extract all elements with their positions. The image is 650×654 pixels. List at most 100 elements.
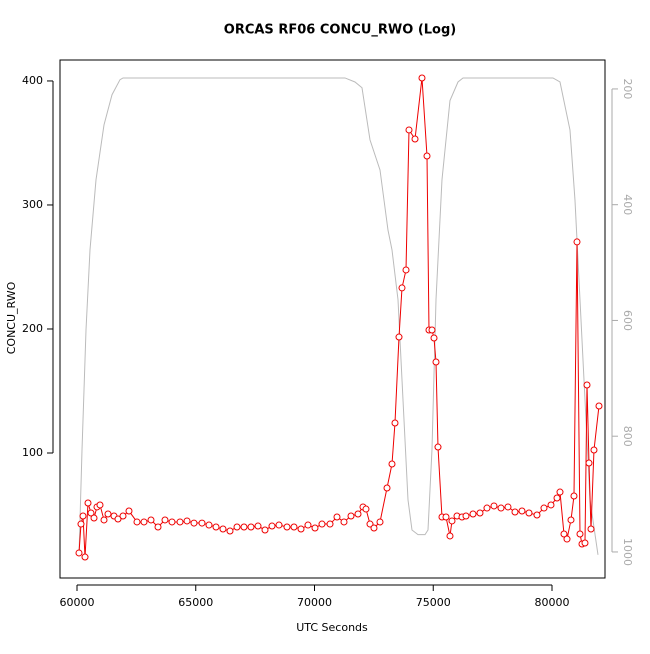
data-point (587, 525, 595, 533)
data-point (556, 488, 564, 496)
data-point (354, 510, 362, 518)
data-point (525, 509, 533, 517)
data-point (391, 419, 399, 427)
data-point (104, 510, 112, 518)
data-point (81, 553, 89, 561)
data-point (96, 501, 104, 509)
x-tick-label: 80000 (534, 596, 569, 609)
data-point (402, 266, 410, 274)
x-tick-label: 70000 (297, 596, 332, 609)
data-point (176, 518, 184, 526)
data-point (504, 503, 512, 511)
data-point (75, 549, 83, 557)
y2-tick-label: 800 (621, 426, 634, 447)
data-point (125, 507, 133, 515)
data-point (540, 504, 548, 512)
y2-tick-label: 400 (621, 194, 634, 215)
data-point (395, 333, 403, 341)
data-point (446, 532, 454, 540)
data-point (423, 152, 431, 160)
data-point (581, 539, 589, 547)
data-point (147, 516, 155, 524)
y-axis-label: CONCU_RWO (5, 281, 18, 354)
data-point (430, 334, 438, 342)
y-tick-label: 400 (22, 74, 43, 87)
data-point (304, 521, 312, 529)
data-point (326, 520, 334, 528)
data-point (190, 519, 198, 527)
y2-tick-label: 1000 (621, 538, 634, 566)
data-point (240, 523, 248, 531)
data-point (205, 521, 213, 529)
data-point (405, 126, 413, 134)
data-point (114, 515, 122, 523)
data-point (254, 522, 262, 530)
data-point (212, 523, 220, 531)
data-point (247, 523, 255, 531)
data-point (590, 446, 598, 454)
data-point (583, 381, 591, 389)
data-point (168, 518, 176, 526)
data-point (383, 484, 391, 492)
data-point (261, 526, 269, 534)
data-point (448, 517, 456, 525)
data-point (576, 530, 584, 538)
data-point (462, 512, 470, 520)
x-tick-label: 75000 (416, 596, 451, 609)
data-point (570, 492, 578, 500)
data-point (362, 505, 370, 513)
data-point (119, 512, 127, 520)
data-point (585, 459, 593, 467)
data-point (553, 494, 561, 502)
data-point (418, 74, 426, 82)
data-point (347, 512, 355, 520)
data-point (226, 527, 234, 535)
data-point (518, 507, 526, 515)
data-point (567, 516, 575, 524)
data-point (511, 508, 519, 516)
data-point (340, 518, 348, 526)
data-point (398, 284, 406, 292)
y-tick-label: 200 (22, 322, 43, 335)
data-point (388, 460, 396, 468)
data-point (154, 523, 162, 531)
data-point (140, 518, 148, 526)
data-point (442, 513, 450, 521)
data-point (79, 512, 87, 520)
data-point (533, 511, 541, 519)
data-point (77, 520, 85, 528)
data-point (490, 502, 498, 510)
x-axis-label: UTC Seconds (296, 621, 368, 634)
y-tick-label: 300 (22, 198, 43, 211)
x-tick-label: 65000 (178, 596, 213, 609)
plot-frame (59, 59, 606, 579)
data-point (333, 513, 341, 521)
data-point (133, 518, 141, 526)
data-point (283, 523, 291, 531)
data-point (87, 509, 95, 517)
data-point (219, 525, 227, 533)
data-point (595, 402, 603, 410)
data-point (573, 238, 581, 246)
data-point (366, 520, 374, 528)
y2-tick-label: 200 (621, 78, 634, 99)
y2-line (78, 77, 599, 555)
data-point (100, 516, 108, 524)
data-point (483, 504, 491, 512)
data-point (84, 499, 92, 507)
data-point (311, 524, 319, 532)
data-point (268, 522, 276, 530)
y-tick-label: 100 (22, 446, 43, 459)
data-point (183, 517, 191, 525)
data-point (297, 525, 305, 533)
data-point (560, 530, 568, 538)
data-point (432, 358, 440, 366)
data-point (428, 326, 436, 334)
x-tick-label: 60000 (60, 596, 95, 609)
data-point (547, 501, 555, 509)
data-point (434, 443, 442, 451)
data-point (497, 504, 505, 512)
data-point (233, 523, 241, 531)
data-point (469, 510, 477, 518)
